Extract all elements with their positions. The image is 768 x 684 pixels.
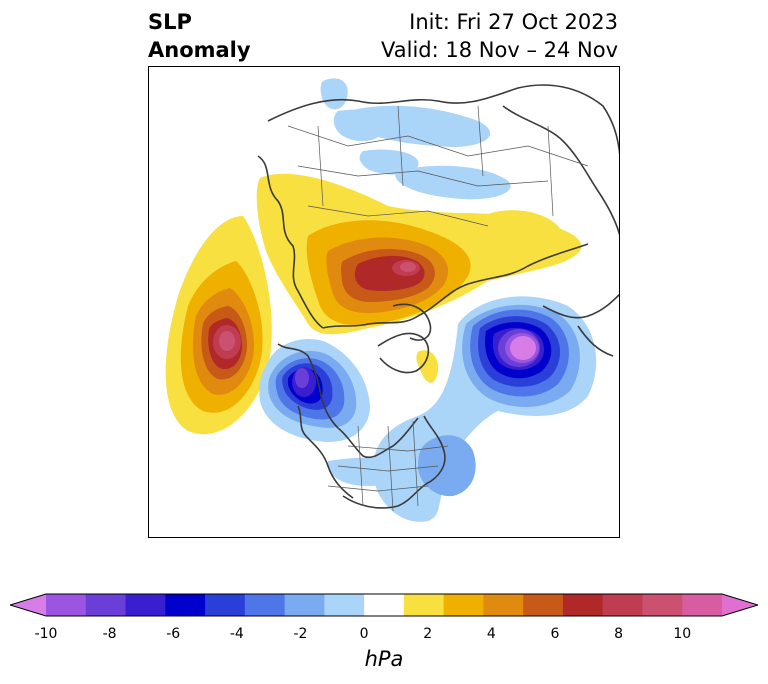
valid-range: Valid: 18 Nov – 24 Nov	[381, 38, 618, 62]
title-field: Anomaly	[148, 38, 251, 62]
colorbar-extend-low	[10, 594, 46, 616]
colorbar-tick-label: 2	[423, 626, 433, 642]
title-left: SLP Anomaly	[148, 8, 251, 64]
colorbar-cell	[403, 594, 445, 616]
coastlines	[257, 84, 620, 509]
colorbar-tick-label: -8	[102, 626, 117, 642]
colorbar-extend-high	[722, 594, 758, 616]
colorbar-cell	[165, 594, 206, 616]
init-date: Init: Fri 27 Oct 2023	[409, 10, 618, 34]
colorbar-cells	[10, 593, 758, 617]
colorbar-tick-label: 10	[673, 626, 692, 642]
colorbar-tick-label: -6	[166, 626, 181, 642]
north-pacific-high	[165, 216, 272, 435]
colorbar-cell	[483, 594, 524, 616]
colorbar-cell	[642, 594, 683, 616]
colorbar-cell	[324, 594, 365, 616]
colorbar-cell	[125, 594, 166, 616]
colorbar-tick-label: -2	[293, 626, 308, 642]
colorbar-cell	[364, 594, 405, 616]
title-variable: SLP	[148, 10, 192, 34]
borders	[287, 105, 589, 512]
colorbar-tick-label: 4	[486, 626, 496, 642]
title-right: Init: Fri 27 Oct 2023 Valid: 18 Nov – 24…	[381, 8, 618, 64]
colorbar-cell	[205, 594, 246, 616]
colorbar	[10, 593, 758, 617]
colorbar-cell	[682, 594, 723, 616]
colorbar-cell	[443, 594, 484, 616]
colorbar-tick-label: 0	[359, 626, 369, 642]
anomaly-map	[148, 66, 620, 538]
colorbar-tick-label: -4	[229, 626, 244, 642]
colorbar-tick-label: -10	[34, 626, 58, 642]
gulf-of-alaska-low	[259, 338, 370, 442]
colorbar-cell	[244, 594, 286, 616]
colorbar-tick-label: 8	[614, 626, 624, 642]
colorbar-outline	[10, 593, 758, 617]
colorbar-unit: hPa	[364, 647, 404, 671]
colorbar-cell	[602, 594, 643, 616]
colorbar-cell	[46, 594, 87, 616]
colorbar-cell	[562, 594, 604, 616]
siberian-high	[256, 173, 582, 383]
colorbar-cell	[523, 594, 564, 616]
arctic-weak-lows	[320, 78, 511, 200]
colorbar-tick-label: 6	[550, 626, 560, 642]
colorbar-cell	[284, 594, 325, 616]
colorbar-cell	[85, 594, 127, 616]
